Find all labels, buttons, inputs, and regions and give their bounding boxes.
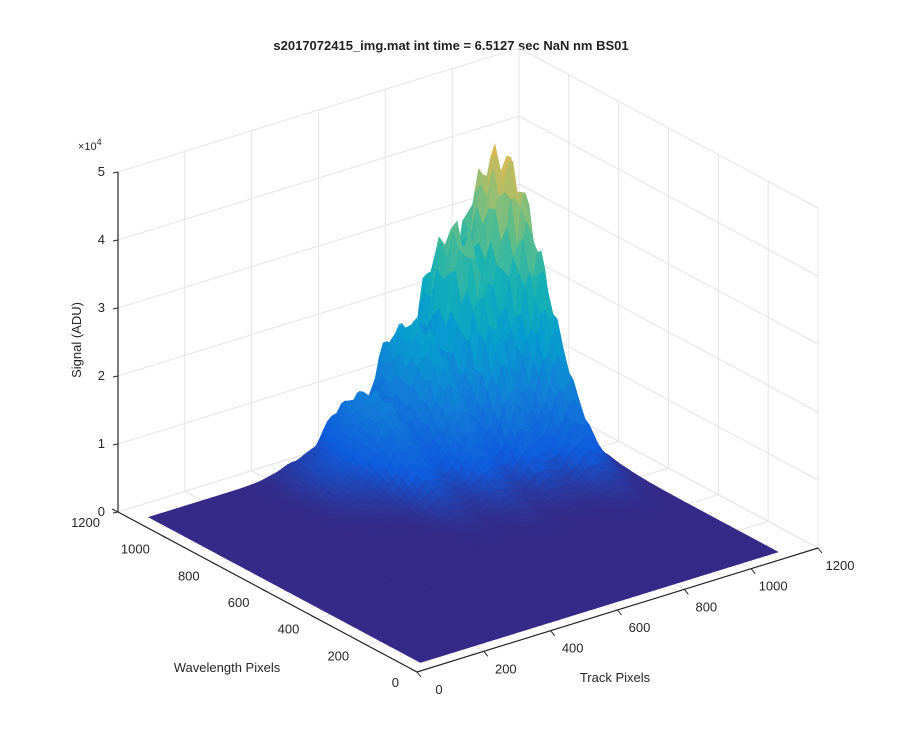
- z-multiplier: ×104: [78, 137, 102, 153]
- x-tick-label: 800: [695, 599, 717, 614]
- y-tick-mark: [111, 508, 119, 513]
- z-tick-mark: [112, 443, 119, 446]
- z-tick-mark: [112, 171, 119, 174]
- y-tick-mark: [360, 641, 368, 646]
- surface-mesh: [148, 143, 779, 663]
- chart-title: s2017072415_img.mat int time = 6.5127 se…: [273, 38, 628, 53]
- x-tick-mark: [683, 589, 689, 595]
- grid-line: [518, 319, 819, 481]
- z-tick-label: 3: [98, 300, 105, 315]
- grid-line: [117, 47, 520, 173]
- y-tick-label: 0: [392, 675, 399, 690]
- y-tick-label: 400: [278, 622, 300, 637]
- y-axis-label: Wavelength Pixels: [174, 660, 281, 675]
- y-tick-label: 1200: [71, 515, 100, 530]
- y-tick-label: 600: [228, 595, 250, 610]
- z-tick-mark: [112, 375, 119, 378]
- x-tick-mark: [416, 671, 422, 678]
- grid-line: [518, 183, 819, 345]
- x-tick-label: 200: [495, 661, 517, 676]
- y-tick-label: 800: [178, 568, 200, 583]
- y-tick-mark: [261, 588, 268, 593]
- y-tick-mark: [211, 561, 218, 566]
- x-tick-mark: [483, 651, 489, 657]
- z-axis-label: Signal (ADU): [69, 302, 84, 378]
- x-tick-mark: [750, 568, 756, 574]
- x-axis-label: Track Pixels: [580, 670, 651, 685]
- x-tick-label: 600: [629, 620, 651, 635]
- y-tick-label: 1000: [121, 542, 150, 557]
- z-tick-label: 5: [98, 164, 105, 179]
- x-tick-mark: [817, 547, 823, 554]
- x-tick-mark: [617, 609, 622, 616]
- x-tick-label: 0: [435, 682, 442, 697]
- x-tick-label: 400: [562, 641, 584, 656]
- grid-line: [117, 115, 520, 241]
- grid-line: [518, 47, 819, 209]
- y-tick-mark: [311, 615, 318, 620]
- z-tick-label: 1: [98, 436, 105, 451]
- grid-line: [518, 251, 819, 413]
- z-tick-mark: [112, 239, 119, 242]
- x-tick-mark: [550, 630, 556, 636]
- z-tick-mark: [112, 307, 119, 310]
- y-tick-mark: [161, 535, 169, 540]
- z-tick-label: 2: [98, 368, 105, 383]
- grid-line: [518, 115, 819, 277]
- y-tick-mark: [410, 668, 418, 673]
- z-tick-label: 4: [98, 232, 105, 247]
- x-tick-label: 1200: [826, 558, 855, 573]
- x-tick-label: 1000: [759, 579, 788, 594]
- grid-line: [117, 183, 520, 309]
- y-tick-label: 200: [327, 648, 349, 663]
